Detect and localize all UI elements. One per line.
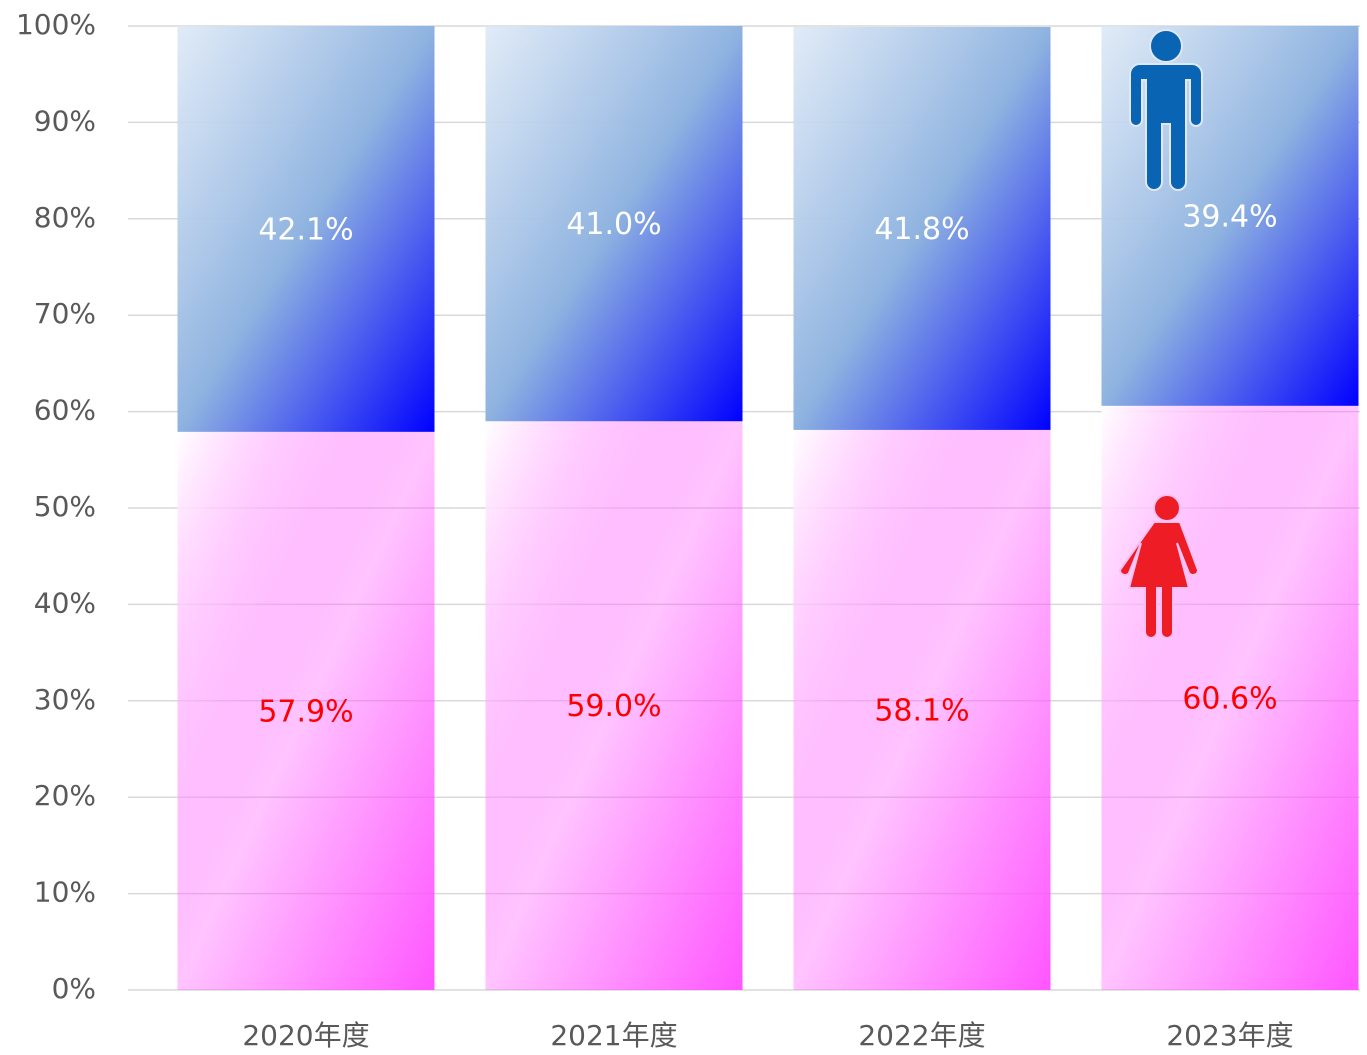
y-tick-label: 40% <box>34 586 96 619</box>
y-tick-label: 90% <box>34 104 96 137</box>
y-tick-label: 100% <box>16 8 96 41</box>
y-tick-label: 80% <box>34 201 96 234</box>
male-icon <box>1129 29 1203 191</box>
x-tick-label: 2023年度 <box>1166 1019 1293 1052</box>
y-tick-label: 70% <box>34 297 96 330</box>
bar-segment <box>1101 26 1359 406</box>
x-tick-label: 2022年度 <box>858 1019 985 1052</box>
data-label: 60.6% <box>1182 681 1277 716</box>
bar-segment <box>485 26 743 422</box>
bar-segment <box>485 421 743 990</box>
y-tick-label: 30% <box>34 683 96 716</box>
data-label: 41.8% <box>874 212 969 247</box>
data-label: 58.1% <box>874 693 969 728</box>
y-tick-label: 50% <box>34 490 96 523</box>
female-icon <box>1118 494 1200 639</box>
data-label: 42.1% <box>258 212 353 247</box>
data-label: 57.9% <box>258 694 353 729</box>
x-tick-label: 2020年度 <box>242 1019 369 1052</box>
y-tick-label: 20% <box>34 779 96 812</box>
y-tick-label: 0% <box>52 972 96 1005</box>
data-label: 41.0% <box>566 207 661 242</box>
data-label: 59.0% <box>566 689 661 724</box>
icons <box>1118 29 1203 639</box>
bar-segment <box>793 26 1051 430</box>
data-label: 39.4% <box>1182 199 1277 234</box>
x-tick-label: 2021年度 <box>550 1019 677 1052</box>
bars <box>177 26 1359 990</box>
y-tick-label: 60% <box>34 394 96 427</box>
y-tick-label: 10% <box>34 876 96 909</box>
bar-segment <box>177 431 435 990</box>
bar-segment <box>177 26 435 432</box>
bar-segment <box>1101 405 1359 990</box>
bar-segment <box>793 429 1051 990</box>
